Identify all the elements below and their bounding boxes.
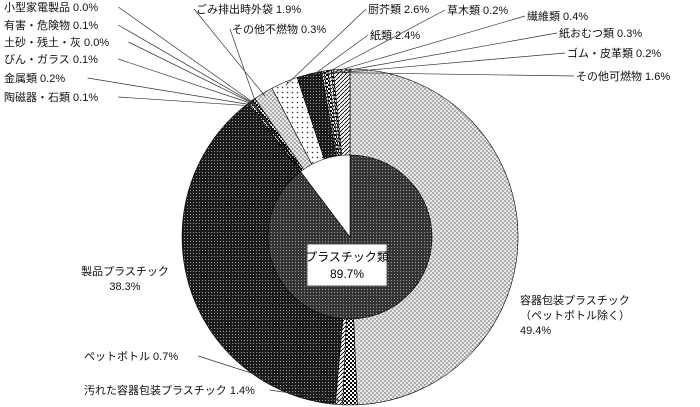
leader-その他不燃物 [229, 28, 256, 103]
label-小型家電製品: 小型家電製品 0.0% [4, 0, 98, 14]
label-陶磁器-石類: 陶磁器・石類 0.1% [4, 90, 98, 104]
leader-繊維類 [326, 15, 526, 75]
label-容器包装プラスチック-ペットボトル除く-: 容器包装プラスチック（ペットボトル除く） 49.4% [520, 293, 630, 337]
leader-その他可燃物 [341, 72, 575, 77]
center-label-value: 89.7% [330, 267, 364, 281]
leader-lines [87, 6, 575, 402]
center-label-name: プラスチック類 [305, 250, 389, 264]
inner-ring [267, 154, 433, 320]
label-ペットボトル: ペットボトル 0.7% [84, 350, 178, 363]
leader-びん-ガラス [118, 58, 254, 105]
leader-草木類 [323, 9, 446, 75]
leader-ごみ排出時外袋 [193, 8, 266, 97]
leader-汚れた容器包装プラスチック [269, 389, 351, 402]
label-金属類: 金属類 0.2% [4, 71, 65, 85]
slice-容器包装プラスチック-ペットボトル除く- [349, 68, 519, 406]
slice-製品プラスチック [181, 103, 351, 405]
leader-ゴム-皮革類 [332, 52, 566, 74]
label-厨芥類: 厨芥類 2.6% [368, 3, 429, 16]
label-ゴム-皮革類: ゴム・皮革類 0.2% [567, 46, 661, 60]
leader-有害-危険物 [118, 24, 254, 104]
label-製品プラスチック: 製品プラスチック 38.3% [81, 264, 169, 293]
leader-小型家電製品 [117, 6, 255, 104]
leader-紙おむつ類 [329, 32, 558, 74]
label-ごみ排出時外袋: ごみ排出時外袋 1.9% [196, 2, 301, 16]
inner-slice-その他 [300, 154, 351, 238]
leader-土砂-残土-灰 [128, 41, 254, 105]
label-びん-ガラス: びん・ガラス 0.1% [4, 53, 98, 66]
slice-labels: 容器包装プラスチック（ペットボトル除く） 49.4% 汚れた容器包装プラスチック 1… [4, 0, 670, 397]
center-label: プラスチック類 89.7% [305, 243, 389, 287]
center-label-box [306, 243, 388, 287]
leader-陶磁器-石類 [118, 96, 251, 107]
label-繊維類: 繊維類 0.4% [527, 10, 588, 23]
label-草木類: 草木類 0.2% [447, 4, 508, 17]
label-土砂-残土-灰: 土砂・残土・灰 0.0% [4, 35, 109, 49]
leader-厨芥類 [285, 8, 367, 86]
label-汚れた容器包装プラスチック: 汚れた容器包装プラスチック 1.4% [84, 383, 255, 397]
label-その他不燃物: その他不燃物 0.3% [232, 22, 326, 36]
leader-金属類 [87, 77, 252, 106]
label-その他可燃物: その他可燃物 1.6% [576, 69, 670, 83]
label-紙類: 紙類 2.4% [370, 28, 420, 42]
leader-ペットボトル [198, 355, 340, 402]
label-紙おむつ類: 紙おむつ類 0.3% [559, 26, 642, 40]
leader-紙類 [309, 34, 369, 78]
label-有害-危険物: 有害・危険物 0.1% [4, 18, 98, 32]
